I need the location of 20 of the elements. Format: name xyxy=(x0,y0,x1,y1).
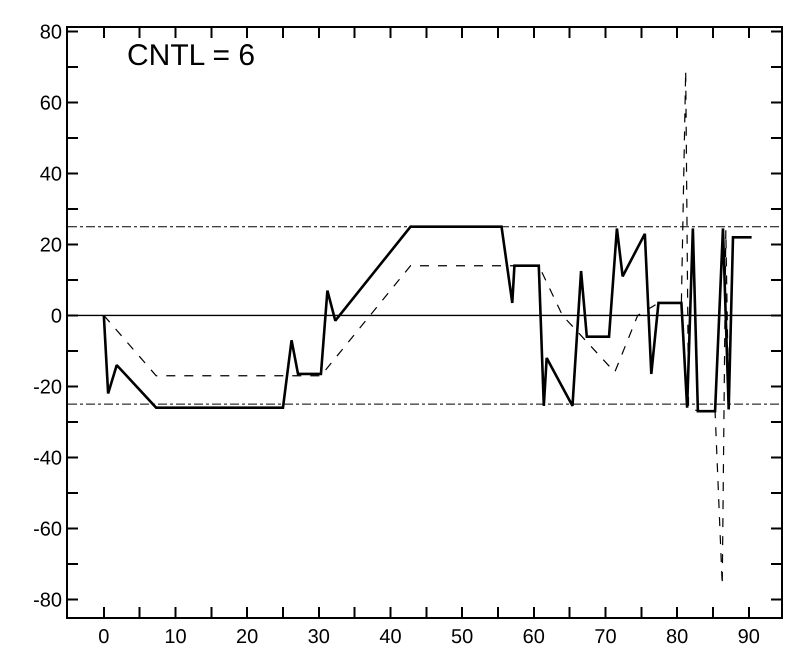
y-tick-label: 80 xyxy=(40,22,62,44)
x-tick-label: 40 xyxy=(379,626,402,648)
y-tick-label: -80 xyxy=(33,589,62,612)
y-tick-label: -20 xyxy=(33,376,62,398)
x-tick-label: 50 xyxy=(450,626,474,648)
x-tick-label: 70 xyxy=(594,626,617,648)
x-tick-label: 0 xyxy=(98,626,110,648)
y-tick-label: 60 xyxy=(40,92,62,115)
x-tick-label: 80 xyxy=(666,626,688,648)
x-tick-label: 20 xyxy=(236,626,258,648)
y-tick-label: -60 xyxy=(33,518,62,540)
y-tick-label: 40 xyxy=(40,163,62,186)
x-tick-label: 10 xyxy=(164,626,187,648)
annotation: CNTL = 6 xyxy=(127,39,256,72)
y-tick-label: 0 xyxy=(50,305,62,328)
x-tick-label: 90 xyxy=(738,626,760,648)
y-tick-label: -40 xyxy=(33,447,62,470)
x-tick-label: 60 xyxy=(522,626,545,648)
x-tick-label: 30 xyxy=(308,626,330,648)
y-tick-label: 20 xyxy=(40,234,62,256)
